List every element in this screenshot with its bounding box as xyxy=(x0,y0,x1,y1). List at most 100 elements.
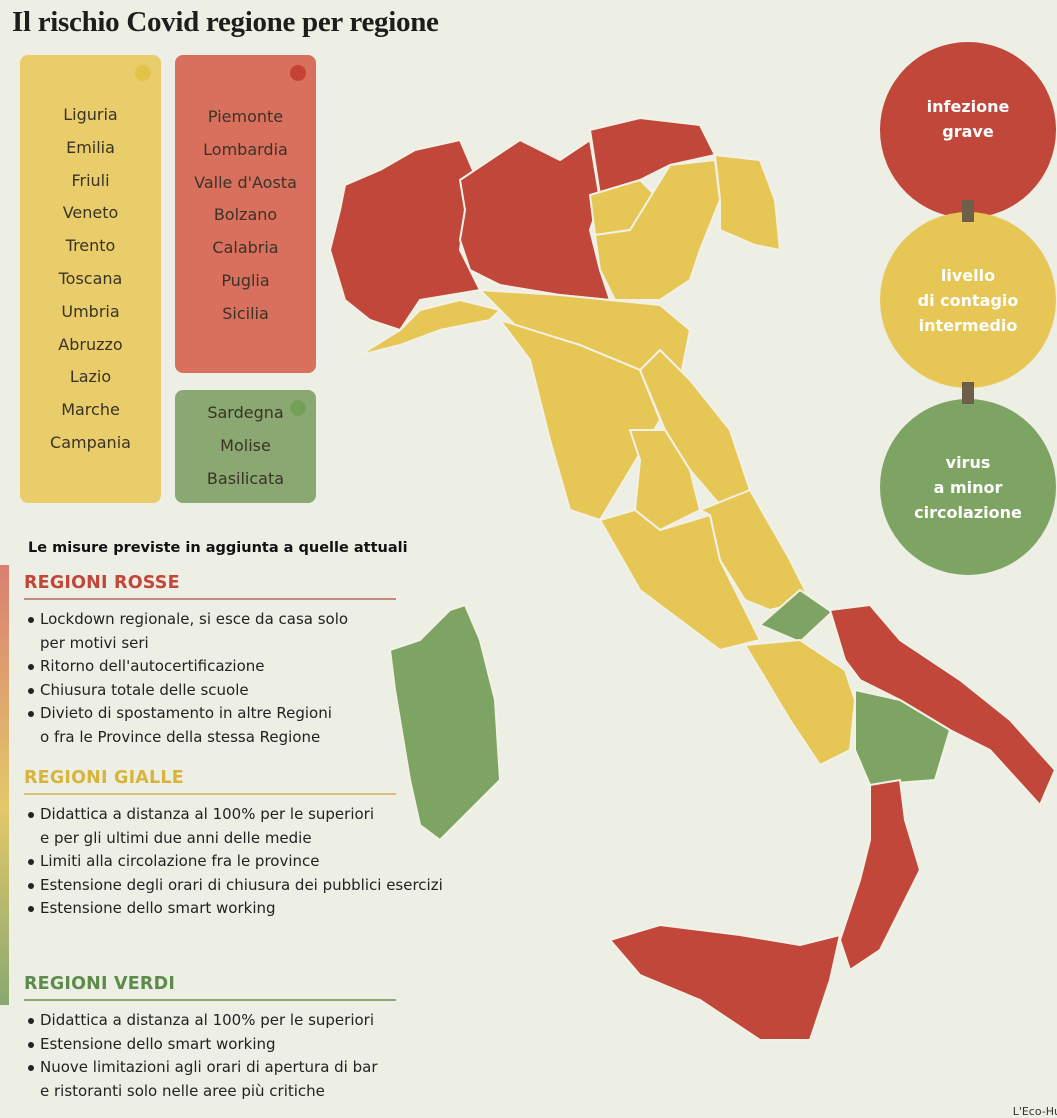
region-puglia xyxy=(829,604,1056,806)
region-sicilia xyxy=(609,924,841,1041)
measure-line: per motivi seri xyxy=(40,633,149,652)
bullet xyxy=(28,1065,34,1071)
measure-item: Divieto di spostamento in altre Regioni o… xyxy=(28,702,478,749)
region-toscana xyxy=(499,319,661,521)
region-campania xyxy=(744,639,856,766)
legend-label: circolazione xyxy=(914,502,1022,522)
color-dot xyxy=(290,65,306,81)
measure-line: Divieto di spostamento in altre Regioni xyxy=(40,704,332,722)
measure-list: Didattica a distanza al 100% per le supe… xyxy=(28,803,478,921)
region-umbria xyxy=(629,429,701,531)
measure-item: Chiusura totale delle scuole xyxy=(28,679,478,703)
section-title: REGIONI GIALLE xyxy=(24,768,184,788)
region-name: Sicilia xyxy=(222,303,269,323)
region-name: Bolzano xyxy=(213,205,278,225)
legend-circle: virus a minor circolazione xyxy=(880,399,1056,575)
region-friuli xyxy=(714,154,781,251)
section-title: REGIONI VERDI xyxy=(24,974,176,994)
region-basilicata xyxy=(854,689,951,786)
region-name: Campania xyxy=(50,432,131,452)
region-name: Marche xyxy=(61,400,120,420)
region-calabria xyxy=(839,779,921,971)
measure-line: Estensione dello smart working xyxy=(40,1034,276,1053)
region-name: Toscana xyxy=(58,268,123,288)
legend-label: virus xyxy=(945,452,991,472)
bullet xyxy=(28,687,34,694)
region-name: Piemonte xyxy=(207,107,284,126)
section-rule xyxy=(24,598,396,600)
bullet xyxy=(28,1041,34,1048)
bullet xyxy=(28,812,34,818)
region-list-box: Piemonte Lombardia Valle d'Aosta Bolzano Cal… xyxy=(175,55,316,373)
measure-item: Nuove limitazioni agli orari di apertura… xyxy=(28,1056,478,1103)
title: Il rischio Covid regione per regione xyxy=(12,6,439,38)
region-name: Veneto xyxy=(62,203,119,223)
legend-label: livello xyxy=(940,265,996,285)
measures-heading: Le misure previste in aggiunta a quelle … xyxy=(28,540,408,556)
region-name: Trento xyxy=(65,236,116,256)
region-sardegna xyxy=(389,604,501,841)
section-rule xyxy=(24,999,396,1001)
color-dot xyxy=(290,400,306,416)
region-veneto xyxy=(594,159,721,301)
measure-line: e ristoranti solo nelle aree più critich… xyxy=(40,1081,325,1100)
measure-line: Chiusura totale delle scuole xyxy=(40,680,249,699)
legend-label: intermedio xyxy=(918,315,1018,335)
side-gradient xyxy=(0,565,9,1005)
legend-label: infezione xyxy=(926,97,1010,116)
region-name: Calabria xyxy=(212,238,279,258)
measure-list: Didattica a distanza al 100% per le supe… xyxy=(28,1009,478,1103)
legend-label: di contagio xyxy=(917,290,1019,310)
measure-item: Ritorno dell'autocertificazione xyxy=(28,655,478,679)
measure-line: Estensione dello smart working xyxy=(40,899,276,917)
measure-line: Lockdown regionale, si esce da casa solo xyxy=(40,610,349,628)
measure-item: Lockdown regionale, si esce da casa solo… xyxy=(28,608,478,655)
bullet xyxy=(28,882,34,889)
region-name: Basilicata xyxy=(206,468,285,488)
region-lazio xyxy=(599,509,761,651)
section-rule xyxy=(24,793,396,795)
measure-line: e per gli ultimi due anni delle medie xyxy=(40,828,312,847)
legend-label: grave xyxy=(942,122,994,141)
measure-line: o fra le Province della stessa Regione xyxy=(40,727,321,746)
measure-line: Didattica a distanza al 100% per le supe… xyxy=(40,1011,374,1029)
region-list-box: Liguria Emilia Friuli Veneto Trento Toscana Um… xyxy=(20,55,161,503)
credit: L'Eco-Hu xyxy=(1012,1105,1057,1118)
connector xyxy=(962,382,974,404)
region-name: Abruzzo xyxy=(58,334,123,354)
measure-item: Limiti alla circolazione fra le province xyxy=(28,850,478,874)
measure-item: Didattica a distanza al 100% per le supe… xyxy=(28,803,478,850)
region-name: Molise xyxy=(220,435,271,455)
bullet xyxy=(28,906,34,912)
region-name: Friuli xyxy=(71,170,110,190)
legend-label: a minor xyxy=(933,477,1003,497)
measure-line: Estensione degli orari di chiusura dei p… xyxy=(40,875,443,894)
section-title: REGIONI ROSSE xyxy=(24,573,180,593)
legend-circle: infezione grave xyxy=(880,42,1056,218)
region-name: Lombardia xyxy=(203,139,288,159)
measure-item: Estensione dello smart working xyxy=(28,897,478,921)
measure-item: Estensione dello smart working xyxy=(28,1033,478,1057)
region-lombardia xyxy=(459,139,611,301)
measure-item: Estensione degli orari di chiusura dei p… xyxy=(28,874,478,898)
bullet xyxy=(28,664,34,670)
region-name: Valle d'Aosta xyxy=(194,172,297,192)
measure-line: Ritorno dell'autocertificazione xyxy=(40,657,265,675)
region-name: Sardegna xyxy=(207,403,284,422)
region-name: Puglia xyxy=(221,270,270,290)
bullet xyxy=(28,1018,34,1024)
region-name: Lazio xyxy=(69,367,112,387)
bullet xyxy=(28,617,34,623)
region-name: Emilia xyxy=(66,137,115,157)
bullet xyxy=(28,711,34,717)
measure-list: Lockdown regionale, si esce da casa solo… xyxy=(28,608,478,749)
region-abruzzo xyxy=(699,489,811,611)
legend-circle: livello di contagio intermedio xyxy=(880,212,1056,388)
measure-line: Didattica a distanza al 100% per le supe… xyxy=(40,805,374,823)
measure-line: Limiti alla circolazione fra le province xyxy=(40,852,320,870)
measure-line: Nuove limitazioni agli orari di apertura… xyxy=(40,1058,378,1076)
region-list-box: Sardegna Molise Basilicata xyxy=(175,390,316,503)
